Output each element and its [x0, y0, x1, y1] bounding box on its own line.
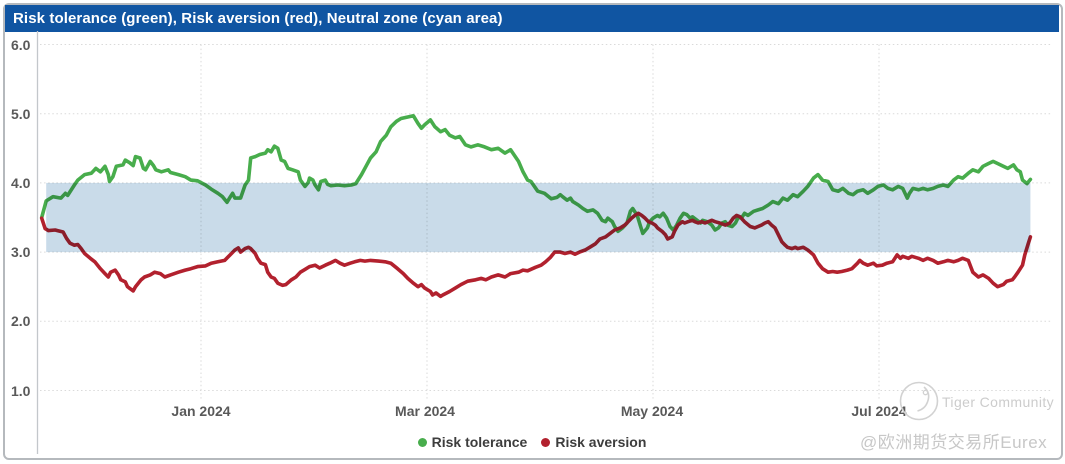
risk-aversion-dot-icon	[541, 437, 551, 447]
y-axis-label-5: 5.0	[11, 105, 31, 122]
chart-title: Risk tolerance (green), Risk aversion (r…	[13, 10, 503, 27]
legend-item-risk-tolerance: Risk tolerance	[417, 434, 528, 450]
legend-item-risk-aversion: Risk aversion	[541, 434, 646, 450]
x-axis-label-mar: Mar 2024	[395, 403, 455, 419]
legend-label: Risk tolerance	[431, 434, 528, 450]
y-axis-label-1: 1.0	[11, 382, 31, 399]
y-axis-label-3: 3.0	[11, 244, 31, 261]
legend-label: Risk aversion	[555, 434, 647, 450]
legend: Risk tolerance Risk aversion	[5, 432, 1059, 452]
y-axis-label-6: 6.0	[11, 36, 31, 53]
y-axis-label-4: 4.0	[11, 174, 31, 191]
x-axis-label-may: May 2024	[620, 403, 684, 419]
y-axis-label-2: 2.0	[11, 313, 31, 330]
x-axis-label-jan: Jan 2024	[171, 403, 231, 419]
x-axis-label-jul: Jul 2024	[851, 403, 907, 419]
risk-tolerance-dot-icon	[417, 437, 427, 447]
watermark-handle: @欧洲期货交易所Eurex	[860, 433, 1048, 452]
title-bar: Risk tolerance (green), Risk aversion (r…	[5, 5, 1059, 32]
tiger-logo-icon	[899, 381, 939, 421]
watermark-brand: Tiger Community	[942, 394, 1055, 410]
